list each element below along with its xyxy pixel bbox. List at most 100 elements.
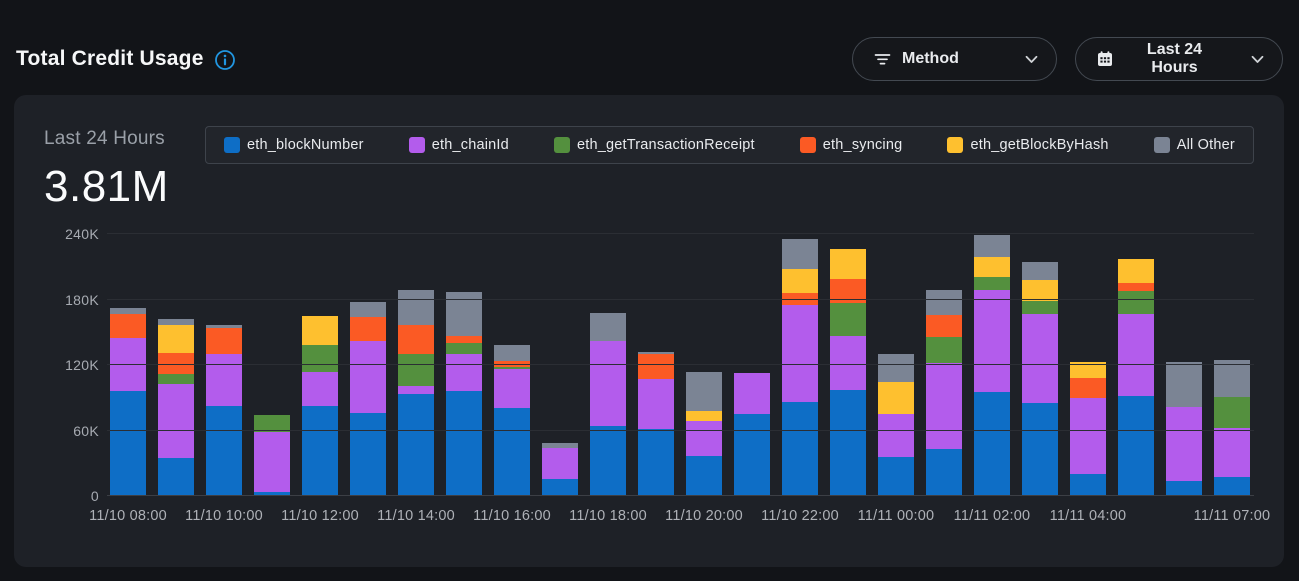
bar-segment[interactable] [1166,480,1202,496]
bar-segment[interactable] [686,410,722,421]
bar-segment[interactable] [398,394,434,496]
bar-segment[interactable] [158,324,194,354]
bar-segment[interactable] [350,413,386,496]
bar-segment[interactable] [350,341,386,414]
bar-segment[interactable] [1022,403,1058,496]
bar-segment[interactable] [1070,378,1106,398]
bar-segment[interactable] [254,491,290,496]
stacked-bar[interactable] [1214,234,1250,496]
bar-segment[interactable] [1022,262,1058,280]
bar-segment[interactable] [1118,395,1154,496]
stacked-bar[interactable] [1022,234,1058,496]
bar-segment[interactable] [638,379,674,430]
bar-segment[interactable] [110,391,146,496]
bar-segment[interactable] [254,431,290,492]
bar-segment[interactable] [638,354,674,380]
bar-segment[interactable] [494,367,530,370]
bar-segment[interactable] [830,335,866,391]
bar-segment[interactable] [158,457,194,496]
bar-segment[interactable] [1118,259,1154,284]
bar-segment[interactable] [878,382,914,415]
bar-segment[interactable] [1070,361,1106,379]
stacked-bar[interactable] [1070,234,1106,496]
bar-segment[interactable] [1214,396,1250,429]
info-icon[interactable] [214,49,236,71]
bar-segment[interactable] [446,335,482,344]
bar-segment[interactable] [1118,290,1154,314]
bar-segment[interactable] [302,371,338,407]
bar-segment[interactable] [782,402,818,496]
legend-item[interactable]: eth_chainId [408,137,509,153]
bar-segment[interactable] [1166,361,1202,407]
bar-segment[interactable] [686,371,722,411]
bar-segment[interactable] [302,406,338,496]
bar-segment[interactable] [926,336,962,363]
bar-segment[interactable] [446,343,482,355]
bar-segment[interactable] [782,268,818,293]
bar-segment[interactable] [734,414,770,496]
bar-segment[interactable] [542,447,578,479]
stacked-bar[interactable] [254,234,290,496]
bar-segment[interactable] [974,392,1010,496]
bar-segment[interactable] [350,301,386,317]
bar-segment[interactable] [158,319,194,325]
bar-segment[interactable] [974,235,1010,257]
bar-segment[interactable] [926,314,962,337]
bar-segment[interactable] [494,360,530,368]
stacked-bar[interactable] [974,234,1010,496]
bar-segment[interactable] [638,429,674,496]
stacked-bar[interactable] [542,234,578,496]
legend-item[interactable]: eth_getTransactionReceipt [553,137,755,153]
bar-segment[interactable] [590,426,626,496]
bar-segment[interactable] [734,372,770,415]
legend-item[interactable]: eth_blockNumber [224,137,364,153]
bar-segment[interactable] [446,354,482,392]
stacked-bar[interactable] [1118,234,1154,496]
stacked-bar[interactable] [398,234,434,496]
bar-segment[interactable] [158,373,194,384]
stacked-bar[interactable] [110,234,146,496]
bar-segment[interactable] [110,313,146,338]
stacked-bar[interactable] [830,234,866,496]
bar-segment[interactable] [1214,359,1250,397]
stacked-bar[interactable] [446,234,482,496]
bar-segment[interactable] [830,390,866,496]
stacked-bar[interactable] [782,234,818,496]
bar-segment[interactable] [398,324,434,355]
bar-segment[interactable] [686,455,722,496]
bar-segment[interactable] [254,415,290,432]
stacked-bar[interactable] [158,234,194,496]
bar-segment[interactable] [206,327,242,355]
bar-segment[interactable] [686,420,722,456]
bar-segment[interactable] [782,239,818,269]
bar-segment[interactable] [1118,313,1154,396]
bar-segment[interactable] [1022,313,1058,404]
bar-segment[interactable] [590,341,626,427]
bar-segment[interactable] [1166,406,1202,481]
stacked-bar[interactable] [1166,234,1202,496]
legend-item[interactable]: All Other [1153,137,1235,153]
bar-segment[interactable] [158,353,194,374]
bar-segment[interactable] [398,354,434,386]
bar-segment[interactable] [830,249,866,279]
bar-segment[interactable] [398,385,434,395]
legend-item[interactable]: eth_getBlockByHash [947,137,1108,153]
bar-segment[interactable] [926,289,962,315]
bar-segment[interactable] [974,276,1010,290]
bar-segment[interactable] [350,316,386,341]
bar-segment[interactable] [1022,279,1058,301]
stacked-bar[interactable] [734,234,770,496]
bar-segment[interactable] [590,312,626,341]
bar-segment[interactable] [1118,283,1154,291]
bar-segment[interactable] [302,315,338,346]
bar-segment[interactable] [494,369,530,408]
stacked-bar[interactable] [206,234,242,496]
bar-segment[interactable] [158,383,194,458]
bar-segment[interactable] [1070,474,1106,496]
bar-segment[interactable] [542,442,578,448]
bar-segment[interactable] [878,456,914,496]
date-range-button[interactable]: Last 24 Hours [1075,37,1283,81]
stacked-bar[interactable] [686,234,722,496]
bar-segment[interactable] [206,406,242,496]
bar-segment[interactable] [926,449,962,496]
